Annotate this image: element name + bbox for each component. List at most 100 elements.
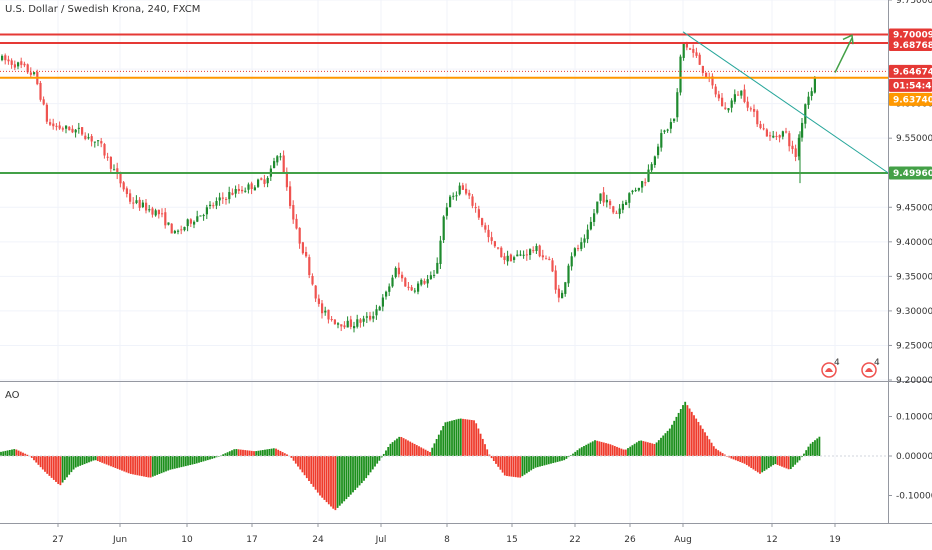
candle-body	[391, 277, 394, 287]
candle-body	[746, 101, 749, 108]
price-tag-last: 9.64674	[889, 64, 932, 78]
candle-body	[193, 221, 196, 225]
ao-bar	[358, 456, 361, 486]
candle-body	[26, 64, 29, 73]
candle-body	[170, 223, 173, 234]
candle-body	[669, 122, 672, 129]
candle-body	[33, 72, 36, 75]
ao-bar	[85, 456, 88, 464]
time-tick-label: 12	[766, 535, 777, 545]
ao-bar	[730, 456, 733, 459]
ao-bar	[783, 456, 786, 468]
ao-bar	[308, 456, 310, 482]
ao-bar	[103, 456, 106, 464]
ao-bar	[532, 456, 535, 469]
time-axis: 27 Jun 10 17 24 Jul 8 15 22 26 Aug 12 19	[52, 523, 841, 545]
candle-body	[129, 193, 132, 202]
ao-bar	[477, 428, 480, 456]
candle-body	[503, 256, 506, 260]
ao-bar	[424, 449, 427, 456]
price-tick-label: 9.30000	[896, 307, 932, 317]
ao-bar	[620, 448, 623, 456]
ao-bar	[651, 443, 654, 456]
candle-body	[615, 212, 618, 214]
ao-bar	[173, 456, 176, 469]
price-tag-last-text: 9.64674	[893, 67, 932, 77]
candle-body	[343, 325, 346, 328]
ao-bar	[413, 443, 416, 456]
candle-body	[679, 56, 682, 93]
candle-body	[813, 78, 816, 93]
ao-bar	[149, 456, 152, 478]
candle-body	[586, 229, 589, 240]
candle-body	[439, 240, 442, 264]
candle-body	[788, 133, 791, 147]
candle-body	[321, 303, 324, 314]
ao-bar	[446, 421, 449, 456]
ao-bar	[816, 438, 819, 456]
ao-bar	[528, 456, 530, 472]
candle-body	[45, 104, 48, 122]
ao-bar	[660, 437, 662, 456]
candle-body	[388, 286, 391, 292]
event-icon[interactable]: 4	[821, 358, 840, 378]
ao-bar	[160, 456, 163, 474]
ao-bar	[684, 401, 687, 456]
ao-bar	[52, 456, 55, 480]
candle-body	[641, 181, 644, 188]
price-tick-label: 9.40000	[896, 238, 932, 248]
ao-bar	[286, 454, 288, 456]
ao-bar	[374, 456, 376, 467]
candle-body	[385, 291, 388, 297]
price-tick-label: 9.75000	[896, 0, 932, 6]
ao-bar	[629, 446, 632, 456]
ao-bar	[545, 456, 548, 465]
ao-bar	[486, 449, 489, 456]
ao-bar	[673, 420, 676, 456]
ao-bar	[314, 456, 317, 490]
candle-body	[471, 196, 474, 206]
ao-bar	[752, 456, 755, 470]
candle-body	[289, 186, 292, 206]
ao-bar	[255, 451, 258, 456]
ao-bar	[180, 456, 183, 468]
ao-bar	[576, 450, 579, 456]
ao-bar	[165, 456, 167, 472]
ao-bar	[195, 456, 198, 464]
ao-bar	[794, 456, 797, 465]
ao-bar	[114, 456, 117, 469]
ao-bar	[455, 419, 458, 456]
arrow-head	[842, 34, 854, 45]
ao-bar	[63, 456, 66, 480]
ao-bar	[81, 456, 84, 465]
candle-body	[375, 309, 378, 316]
candle-body	[593, 213, 596, 222]
ao-bar	[761, 456, 764, 473]
event-icon[interactable]: 4	[861, 358, 880, 378]
ao-bar	[712, 446, 715, 456]
ao-bar	[807, 446, 810, 456]
ao-bar	[151, 456, 154, 477]
ao-bar	[382, 453, 385, 456]
candle-body	[801, 122, 804, 138]
ao-bar	[15, 449, 18, 456]
ao-bar	[554, 456, 557, 463]
ao-bar	[4, 450, 7, 456]
ao-bar	[404, 439, 407, 456]
ao-bar	[437, 434, 440, 456]
ao-bar	[563, 456, 566, 461]
ao-bar	[655, 442, 658, 456]
ao-bar	[330, 456, 332, 507]
candle-body	[135, 200, 138, 204]
ao-bar	[422, 448, 425, 456]
time-tick-label: 26	[624, 535, 636, 545]
time-tick-label: 15	[506, 535, 517, 545]
ao-bar	[343, 456, 346, 502]
candle-body	[13, 64, 16, 68]
ao-bar	[613, 446, 616, 456]
candle-body	[682, 42, 685, 58]
candle-body	[241, 189, 244, 192]
ao-bar	[448, 421, 451, 456]
price-tag-countdown-text: 01:54:48	[893, 81, 932, 91]
